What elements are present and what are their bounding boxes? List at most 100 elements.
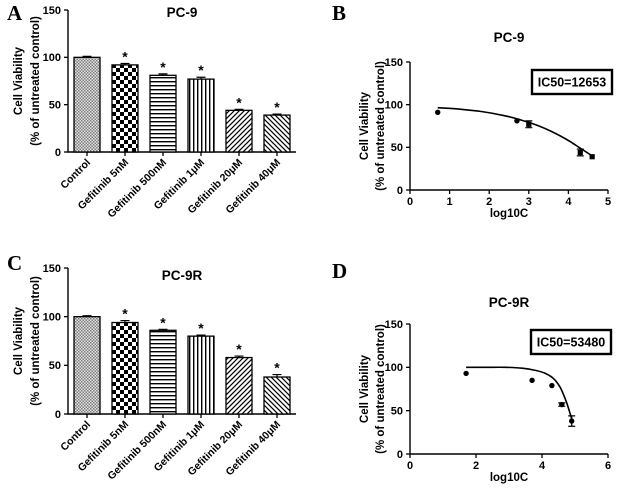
bar-5: [263, 114, 291, 153]
significance-star: *: [274, 360, 280, 376]
chart-title: PC-9: [494, 30, 525, 45]
x-tick-label: 5: [605, 196, 611, 208]
ic50-box: [529, 328, 613, 356]
data-point-2: [526, 121, 532, 127]
x-axis-label: log10C: [490, 472, 528, 484]
x-tick-label: 4: [565, 196, 572, 208]
y-axis-label: (% of untreated control): [375, 61, 387, 191]
error-bar: [196, 76, 206, 80]
ic50-label: IC50=53480: [537, 335, 606, 349]
significance-star: *: [122, 48, 128, 64]
significance-star: *: [160, 59, 166, 75]
y-axis-label: Cell Viability: [13, 46, 25, 115]
chart-title: PC-9R: [162, 268, 203, 283]
y-tick-label: 0: [397, 449, 403, 461]
y-tick-label: 150: [43, 263, 61, 275]
x-tick-label: 3: [526, 196, 532, 208]
x-tick-label: 1: [447, 196, 453, 208]
pc9r-doseresponse-chart: 0 50 100 150 PC-9R Cell Viability (% of untrea…: [359, 295, 613, 484]
y-tick-label: 50: [391, 142, 403, 154]
error-bar: [120, 319, 130, 323]
error-bar: [196, 334, 206, 337]
significance-star: *: [198, 62, 204, 78]
panel-label-a: A: [7, 1, 23, 25]
y-axis-label: Cell Viability: [359, 91, 371, 160]
y-tick-label: 150: [385, 319, 403, 331]
panel-label-c: C: [7, 251, 23, 275]
bar-2: [149, 74, 177, 153]
y-tick-label: 150: [43, 5, 61, 17]
error-bar: [272, 113, 282, 116]
pc9r-bar-chart: 0 50 100 150 PC-9R Cell Viability (% of untrea…: [13, 263, 296, 482]
data-point-1: [529, 377, 535, 384]
axes: [67, 10, 296, 153]
significance-star: *: [160, 314, 166, 330]
y-tick-label: 100: [385, 99, 403, 111]
data-point-0: [463, 370, 469, 377]
error-bar: [234, 355, 244, 358]
x-tick-label: 0: [407, 196, 413, 208]
y-axis-label: Cell Viability: [13, 306, 25, 375]
y-tick-label: 0: [55, 147, 61, 159]
bar-0: [73, 316, 101, 415]
data-point-2: [549, 382, 555, 389]
ic50-box: [530, 68, 614, 96]
y-tick-label: 0: [397, 185, 403, 197]
axes: [67, 268, 296, 415]
panel-label-b: B: [332, 1, 347, 25]
y-axis-label: Cell Viability: [359, 354, 371, 423]
data-point-0: [435, 109, 441, 116]
category-label: Control: [58, 157, 93, 192]
y-tick-label: 50: [391, 405, 403, 417]
chart-title: PC-9: [167, 5, 198, 20]
y-axis-label: (% of untreated control): [30, 16, 42, 146]
significance-star: *: [274, 99, 280, 115]
panel-label-d: D: [332, 259, 348, 283]
data-point-3: [577, 149, 583, 156]
bar-1: [111, 321, 139, 415]
error-bar: [158, 73, 168, 76]
significance-star: *: [198, 320, 204, 336]
y-tick-label: 50: [49, 99, 61, 111]
fit-curve: [437, 106, 593, 157]
x-tick-label: 0: [407, 460, 413, 472]
fit-curve: [466, 366, 574, 423]
error-bar: [234, 108, 244, 111]
significance-star: *: [236, 341, 242, 357]
significance-star: *: [122, 306, 128, 322]
data-point-4: [589, 154, 595, 160]
y-tick-label: 100: [43, 52, 61, 64]
bar-1: [111, 64, 139, 153]
x-tick-label: 4: [539, 460, 546, 472]
error-bar: [82, 315, 92, 317]
significance-star: *: [236, 94, 242, 110]
data-point-3: [559, 401, 565, 408]
y-tick-label: 100: [385, 362, 403, 374]
chart-title: PC-9R: [489, 295, 530, 310]
y-axis-label: (% of untreated control): [30, 276, 42, 406]
error-bar: [158, 328, 168, 331]
data-point-4: [569, 418, 575, 424]
y-tick-label: 150: [385, 57, 403, 69]
y-tick-label: 50: [49, 360, 61, 372]
bar-3: [187, 78, 215, 153]
error-bar: [82, 55, 92, 58]
error-bar: [120, 62, 130, 65]
bar-4: [225, 109, 253, 153]
x-tick-label: 2: [486, 196, 492, 208]
x-tick-label: 2: [473, 460, 479, 472]
bar-5: [263, 376, 291, 415]
y-tick-label: 0: [55, 409, 61, 421]
y-tick-label: 100: [43, 311, 61, 323]
bar-2: [149, 329, 177, 415]
bar-0: [73, 56, 101, 153]
x-tick-label: 6: [605, 460, 611, 472]
y-axis-label: (% of untreated control): [375, 324, 387, 454]
bar-4: [225, 356, 253, 415]
x-axis-label: log10C: [490, 208, 528, 220]
error-bar: [272, 373, 282, 378]
ic50-label: IC50=12653: [538, 75, 607, 89]
category-label: Control: [58, 419, 93, 454]
